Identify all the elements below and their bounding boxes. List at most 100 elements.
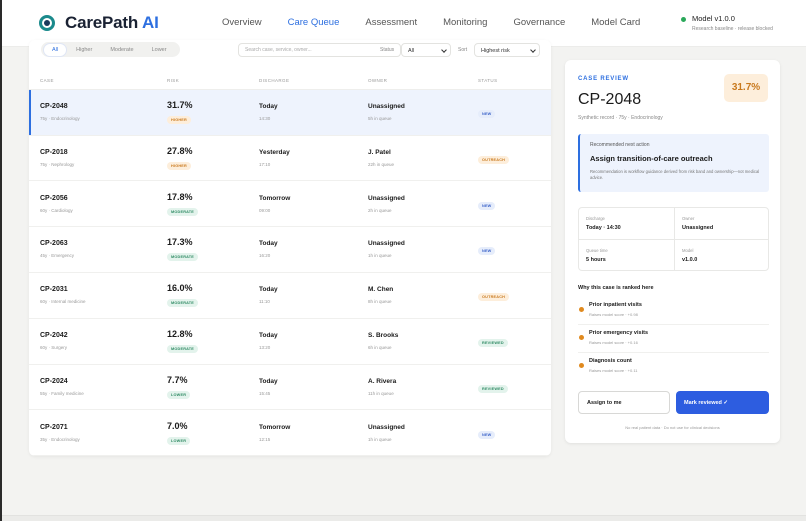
risk-band-badge: LOWER [167, 436, 191, 445]
brand-name: CarePath AI [65, 13, 159, 32]
queue-time: 5h in queue [368, 116, 392, 121]
recommendation-note: Recommendation is workflow guidance deri… [590, 169, 760, 181]
search-input[interactable] [238, 43, 401, 57]
discharge-time: 09:00 [259, 207, 271, 213]
owner-name: Unassigned [368, 103, 405, 110]
model-status: Model v1.0.0 Research baseline · release… [681, 14, 773, 32]
brand-logo[interactable]: CarePath AI [39, 13, 159, 33]
case-subtitle: 60y · Internal medicine [40, 299, 86, 305]
owner-label: Owner [682, 216, 695, 221]
factor-item: Prior inpatient visits Raises model scor… [578, 300, 769, 328]
status-badge: REVIEWED [478, 339, 508, 347]
discharge-value: Today · 14:30 [586, 225, 621, 231]
discharge-time: 12:15 [259, 436, 271, 442]
table-row[interactable]: CP-2031 60y · Internal medicine 16.0% MODER… [29, 273, 551, 319]
factor-dot-icon [579, 307, 584, 312]
risk-value: 12.8% [167, 329, 193, 339]
column-header-risk[interactable]: RISK [167, 78, 180, 83]
segment-all[interactable]: All [44, 43, 67, 56]
sort-select-value: Highest risk [481, 48, 510, 54]
mark-reviewed-button[interactable]: Mark reviewed ✓ [676, 391, 769, 414]
queue-time: 2h in queue [368, 207, 392, 213]
sort-select[interactable]: Highest risk [474, 43, 540, 57]
grid-divider [579, 239, 768, 240]
filter-bar: All Higher Moderate Lower Status All Sor… [29, 40, 551, 70]
table-row[interactable]: CP-2063 45y · Emergency 17.3% MODERATE Today… [29, 227, 551, 273]
case-subtitle: 75y · Nephrology [40, 161, 75, 167]
model-value: v1.0.0 [682, 257, 698, 263]
recommendation-title: Assign transition-of-care outreach [590, 154, 713, 163]
recommendation-box: Recommended next action Assign transitio… [578, 134, 769, 192]
top-header: CarePath AI Overview Care Queue Assessmen… [2, 0, 806, 47]
queue-time-value: 5 hours [586, 257, 606, 263]
discharge-time: 11:10 [259, 299, 270, 305]
status-badge: NEW [478, 201, 496, 210]
queue-time: 1h in queue [368, 436, 392, 442]
owner-name: M. Chen [368, 286, 394, 294]
segment-higher[interactable]: Higher [76, 46, 93, 53]
case-id: CP-2031 [40, 286, 68, 294]
status-badge: OUTREACH [478, 293, 510, 302]
queue-time: 8h in queue [368, 299, 392, 305]
owner-name: A. Rivera [368, 377, 397, 385]
nav-model-card[interactable]: Model Card [591, 17, 641, 28]
chevron-down-icon [530, 47, 536, 53]
column-header-status[interactable]: STATUS [478, 78, 498, 83]
factor-item: Diagnosis count Raises model score · +0.… [578, 356, 769, 384]
factor-dot-icon [579, 335, 584, 340]
table-row[interactable]: CP-2071 35y · Endocrinology 7.0% LOWER Tomor… [29, 411, 551, 456]
case-meta: Synthetic record · 75y · Endocrinology [578, 115, 663, 121]
case-id: CP-2024 [40, 377, 68, 385]
status-select[interactable]: All [401, 43, 451, 57]
case-review-panel: CASE REVIEW CP-2048 31.7% Synthetic reco… [565, 60, 780, 443]
nav-governance[interactable]: Governance [513, 17, 566, 28]
risk-value: 7.7% [167, 374, 188, 385]
table-row[interactable]: CP-2048 75y · Endocrinology 31.7% HIGHER Tod… [29, 90, 551, 136]
owner-name: Unassigned [368, 423, 405, 431]
status-badge: NEW [478, 110, 496, 118]
risk-band-badge: MODERATE [167, 207, 199, 216]
risk-value: 17.3% [167, 237, 193, 248]
risk-value: 31.7% [167, 100, 193, 110]
table-row[interactable]: CP-2042 60y · Surgery 12.8% MODERATE Today 13… [29, 319, 551, 365]
care-queue-table: All Higher Moderate Lower Status All Sor… [29, 40, 551, 456]
case-id-heading: CP-2048 [578, 91, 642, 108]
factor-sub: Raises model score · +0.98 [589, 312, 638, 317]
column-header-case[interactable]: CASE [40, 78, 54, 83]
queue-time-label: Queue time [586, 248, 608, 253]
nav-assessment[interactable]: Assessment [365, 17, 418, 28]
owner-name: J. Patel [368, 148, 391, 156]
risk-score-badge: 31.7% [724, 74, 768, 102]
discharge-time: 17:10 [259, 161, 271, 167]
risk-value: 7.0% [167, 420, 188, 431]
bottom-bar [2, 515, 806, 521]
discharge-day: Tomorrow [259, 194, 291, 202]
segment-moderate[interactable]: Moderate [110, 46, 134, 53]
nav-overview[interactable]: Overview [222, 17, 262, 28]
nav-monitoring[interactable]: Monitoring [443, 17, 488, 28]
discharge-day: Yesterday [259, 148, 290, 156]
discharge-day: Today [259, 286, 278, 294]
status-badge: REVIEWED [478, 384, 508, 393]
table-row[interactable]: CP-2056 60y · Cardiology 17.8% MODERATE Tomo… [29, 182, 551, 228]
owner-name: Unassigned [368, 240, 405, 248]
assign-to-me-button[interactable]: Assign to me [578, 391, 670, 414]
model-label: Model [682, 248, 694, 253]
ranking-heading: Why this case is ranked here [578, 285, 654, 291]
queue-time: 1h in queue [368, 253, 392, 259]
factor-item: Prior emergency visits Raises model scor… [578, 328, 769, 356]
factor-name: Prior inpatient visits [589, 302, 642, 308]
segment-lower[interactable]: Lower [151, 46, 167, 53]
table-row[interactable]: CP-2018 75y · Nephrology 27.8% HIGHER Yester… [29, 136, 551, 182]
risk-band-badge: MODERATE [167, 299, 199, 308]
status-badge: NEW [478, 247, 496, 256]
case-subtitle: 60y · Cardiology [40, 207, 73, 213]
recommendation-label: Recommended next action [590, 142, 650, 148]
case-id: CP-2063 [40, 240, 68, 248]
header-divider [29, 89, 551, 90]
column-header-owner[interactable]: OWNER [368, 78, 388, 83]
case-details-grid: Discharge Today · 14:30 Owner Unassigned… [578, 207, 769, 271]
case-id: CP-2042 [40, 332, 68, 339]
column-header-discharge[interactable]: DISCHARGE [259, 78, 290, 83]
table-row[interactable]: CP-2024 55y · Family medicine 7.7% LOWER Tod… [29, 365, 551, 411]
